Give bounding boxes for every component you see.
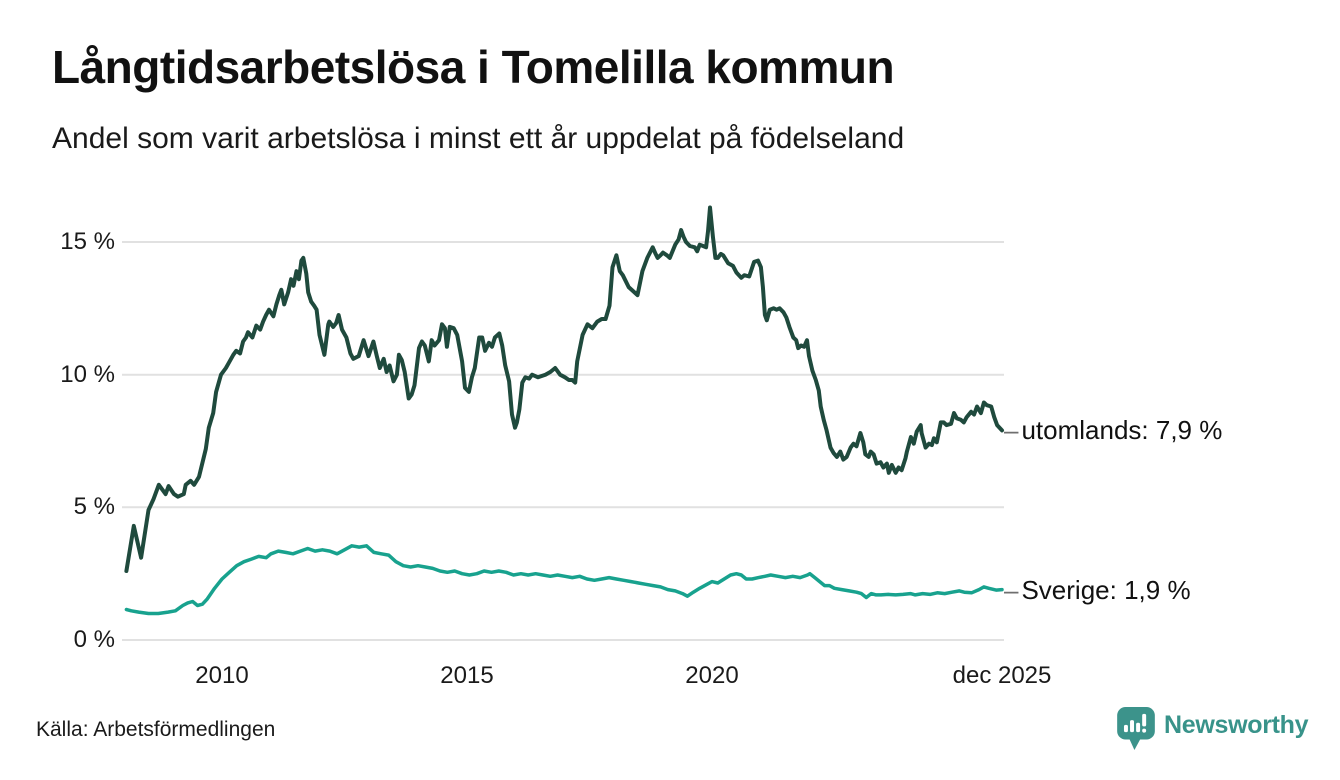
- series-end-label-text: Sverige: 1,9 %: [1021, 575, 1191, 605]
- page-title: Långtidsarbetslösa i Tomelilla kommun: [52, 41, 895, 93]
- x-axis-tick-label: 2015: [440, 662, 494, 689]
- label-dash: –: [1004, 575, 1019, 605]
- y-axis-tick-label: 15 %: [60, 228, 115, 255]
- y-axis-tick-label: 5 %: [73, 493, 115, 521]
- newsworthy-bubble-chart-icon: [1117, 707, 1155, 750]
- x-axis-tick-label: 2010: [195, 662, 249, 689]
- label-dash: –: [1004, 415, 1019, 445]
- x-axis-tick-label: 2020: [685, 662, 739, 689]
- x-axis-tick-label: dec 2025: [952, 662, 1052, 689]
- page-subtitle: Andel som varit arbetslösa i minst ett å…: [52, 122, 905, 155]
- series-end-label-text: utomlands: 7,9 %: [1021, 415, 1223, 445]
- newsworthy-logo: Newsworthy: [1116, 706, 1309, 751]
- y-axis-tick-label: 10 %: [60, 360, 115, 388]
- series-end-label-sverige: – Sverige: 1,9 %: [1004, 573, 1191, 607]
- source-note: Källa: Arbetsförmedlingen: [36, 718, 276, 741]
- series-line-utomlands: [124, 205, 1004, 573]
- y-axis-tick-label: 0 %: [73, 626, 115, 653]
- series-end-label-utomlands: – utomlands: 7,9 %: [1004, 413, 1222, 447]
- series-line-Sverige: [124, 544, 1004, 616]
- newsworthy-wordmark: Newsworthy: [1164, 711, 1309, 739]
